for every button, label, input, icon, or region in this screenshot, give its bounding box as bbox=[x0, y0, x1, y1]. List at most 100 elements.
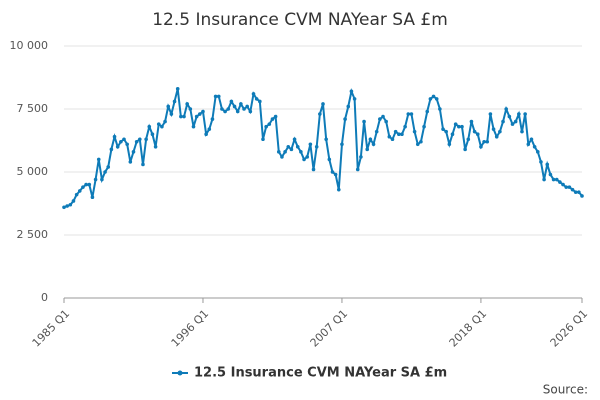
point bbox=[580, 194, 584, 198]
point bbox=[475, 132, 480, 136]
point bbox=[330, 170, 335, 174]
point bbox=[324, 137, 328, 142]
point bbox=[542, 177, 546, 182]
point bbox=[409, 112, 414, 116]
point bbox=[270, 117, 275, 121]
point bbox=[119, 139, 123, 144]
point bbox=[491, 127, 496, 131]
point bbox=[466, 137, 471, 142]
point bbox=[387, 134, 392, 139]
point bbox=[169, 112, 174, 116]
point bbox=[156, 122, 161, 126]
point bbox=[71, 199, 76, 203]
point bbox=[343, 117, 347, 121]
point bbox=[175, 87, 180, 91]
point bbox=[381, 114, 385, 119]
point bbox=[93, 177, 98, 182]
point bbox=[390, 137, 395, 142]
point bbox=[213, 94, 218, 99]
point bbox=[106, 165, 111, 169]
point bbox=[160, 124, 164, 129]
point bbox=[318, 112, 322, 116]
point bbox=[457, 124, 461, 129]
y-tick-label: 0 bbox=[41, 291, 48, 304]
x-tick-label: 1985 Q1 bbox=[30, 307, 73, 350]
point bbox=[289, 147, 294, 152]
point bbox=[526, 142, 531, 147]
point bbox=[188, 107, 193, 111]
point bbox=[529, 137, 534, 142]
point bbox=[415, 142, 420, 147]
x-tick-label: 2007 Q1 bbox=[308, 307, 351, 350]
legend-label: 12.5 Insurance CVM NAYear SA £m bbox=[194, 366, 447, 381]
point bbox=[185, 102, 189, 106]
point bbox=[179, 114, 183, 119]
point bbox=[138, 137, 142, 142]
point bbox=[434, 97, 439, 101]
point bbox=[378, 117, 382, 121]
point bbox=[488, 112, 493, 116]
point bbox=[321, 102, 325, 106]
point bbox=[147, 124, 152, 129]
point bbox=[220, 107, 224, 111]
source: Source: bbox=[543, 383, 588, 397]
point bbox=[494, 134, 499, 139]
point bbox=[90, 195, 95, 199]
point bbox=[207, 127, 212, 131]
point bbox=[204, 132, 208, 136]
point bbox=[365, 147, 370, 152]
point bbox=[419, 139, 423, 144]
point bbox=[172, 99, 177, 104]
point bbox=[258, 99, 262, 104]
point bbox=[513, 119, 518, 124]
point bbox=[355, 167, 360, 172]
point bbox=[403, 124, 407, 129]
point bbox=[460, 124, 464, 129]
point bbox=[182, 114, 186, 119]
point bbox=[400, 132, 404, 136]
point bbox=[201, 109, 205, 114]
point bbox=[412, 129, 417, 134]
point bbox=[229, 99, 234, 104]
point bbox=[573, 190, 578, 194]
point bbox=[226, 107, 231, 111]
point bbox=[232, 104, 237, 109]
point bbox=[558, 180, 562, 184]
point bbox=[299, 150, 303, 154]
point bbox=[349, 89, 354, 94]
point bbox=[336, 187, 341, 192]
point bbox=[68, 202, 73, 207]
point bbox=[570, 187, 575, 192]
point bbox=[210, 117, 215, 121]
point bbox=[109, 147, 114, 152]
point bbox=[327, 157, 332, 162]
y-tick-label: 10 000 bbox=[10, 39, 49, 52]
point bbox=[368, 137, 373, 142]
point bbox=[520, 129, 524, 134]
point bbox=[472, 129, 477, 134]
point bbox=[422, 124, 426, 129]
point bbox=[314, 145, 319, 149]
point bbox=[352, 97, 357, 101]
point bbox=[523, 112, 527, 116]
x-tick-label: 2026 Q1 bbox=[548, 307, 591, 350]
point bbox=[397, 132, 401, 136]
point bbox=[216, 94, 221, 99]
point bbox=[479, 145, 483, 149]
point bbox=[441, 127, 445, 131]
point bbox=[251, 92, 256, 96]
point bbox=[267, 122, 272, 126]
point bbox=[577, 190, 581, 194]
point bbox=[125, 142, 129, 147]
point bbox=[539, 160, 543, 164]
point bbox=[223, 109, 227, 114]
chart-title: 12.5 Insurance CVM NAYear SA £m bbox=[152, 10, 448, 30]
point bbox=[248, 109, 253, 114]
point bbox=[425, 109, 430, 114]
point bbox=[134, 139, 139, 144]
point bbox=[62, 205, 66, 210]
point bbox=[548, 172, 553, 177]
point bbox=[239, 102, 243, 106]
point bbox=[87, 182, 92, 187]
